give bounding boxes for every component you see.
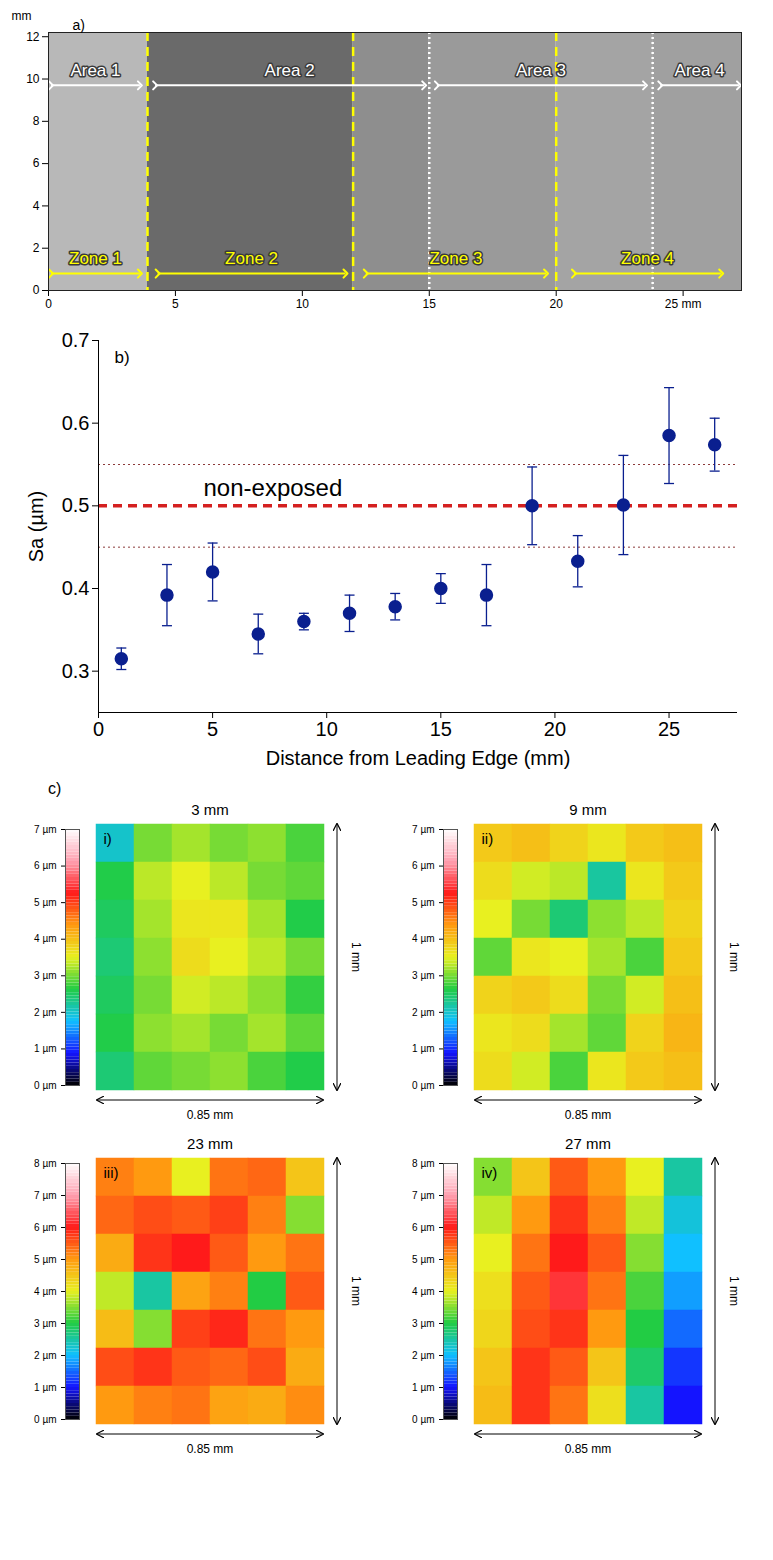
svg-text:6 µm: 6 µm: [412, 1222, 434, 1233]
svg-text:1 µm: 1 µm: [412, 1043, 434, 1054]
svg-text:non-exposed: non-exposed: [204, 474, 343, 501]
svg-text:0.4: 0.4: [62, 577, 90, 599]
svg-text:4 µm: 4 µm: [412, 933, 434, 944]
svg-text:0.85 mm: 0.85 mm: [187, 1442, 234, 1456]
svg-text:2 µm: 2 µm: [34, 1350, 56, 1361]
svg-text:1 µm: 1 µm: [412, 1382, 434, 1393]
svg-text:Area 1: Area 1: [70, 61, 120, 80]
svg-text:3 µm: 3 µm: [412, 970, 434, 981]
svg-text:a): a): [73, 17, 85, 33]
svg-text:0.3: 0.3: [62, 660, 90, 682]
svg-text:Zone 1: Zone 1: [69, 249, 122, 268]
svg-text:1 mm: 1 mm: [349, 942, 363, 972]
svg-text:5: 5: [172, 297, 179, 311]
svg-text:8 µm: 8 µm: [34, 1158, 56, 1169]
svg-text:4 µm: 4 µm: [34, 1286, 56, 1297]
svg-text:Area 2: Area 2: [265, 61, 315, 80]
svg-text:4: 4: [33, 199, 40, 213]
svg-text:3 µm: 3 µm: [34, 1318, 56, 1329]
html-text:c): c): [48, 780, 62, 797]
svg-text:Zone 4: Zone 4: [621, 249, 674, 268]
svg-text:2 µm: 2 µm: [412, 1350, 434, 1361]
svg-text:1 mm: 1 mm: [727, 1276, 741, 1306]
svg-text:0: 0: [45, 297, 52, 311]
svg-text:8 µm: 8 µm: [412, 1158, 434, 1169]
svg-text:3 µm: 3 µm: [34, 970, 56, 981]
svg-text:1 µm: 1 µm: [34, 1382, 56, 1393]
svg-text:15: 15: [430, 718, 452, 740]
svg-text:5 µm: 5 µm: [412, 1254, 434, 1265]
svg-text:15: 15: [423, 297, 437, 311]
svg-text:0.85 mm: 0.85 mm: [565, 1442, 612, 1456]
svg-text:0 µm: 0 µm: [34, 1414, 56, 1425]
svg-text:mm: mm: [12, 9, 32, 23]
svg-text:Sa (µm): Sa (µm): [25, 491, 47, 563]
svg-text:7 µm: 7 µm: [412, 1190, 434, 1201]
svg-text:iv): iv): [482, 1164, 498, 1181]
svg-text:7 µm: 7 µm: [34, 1190, 56, 1201]
svg-text:10: 10: [316, 718, 338, 740]
svg-text:4 µm: 4 µm: [34, 933, 56, 944]
svg-text:6 µm: 6 µm: [34, 860, 56, 871]
html-text:9 mm: 9 mm: [569, 801, 607, 818]
svg-text:Area 3: Area 3: [516, 61, 566, 80]
svg-text:ii): ii): [482, 830, 494, 847]
svg-text:2 µm: 2 µm: [412, 1007, 434, 1018]
svg-text:8: 8: [33, 114, 40, 128]
svg-text:5 µm: 5 µm: [34, 897, 56, 908]
svg-text:0: 0: [33, 283, 40, 297]
svg-text:12: 12: [26, 30, 40, 44]
svg-text:1 mm: 1 mm: [727, 942, 741, 972]
svg-text:0 µm: 0 µm: [412, 1414, 434, 1425]
svg-text:25 mm: 25 mm: [665, 297, 702, 311]
svg-text:10: 10: [26, 72, 40, 86]
svg-text:0 µm: 0 µm: [34, 1080, 56, 1091]
svg-text:2 µm: 2 µm: [34, 1007, 56, 1018]
svg-text:0 µm: 0 µm: [412, 1080, 434, 1091]
svg-text:7 µm: 7 µm: [34, 824, 56, 835]
svg-text:iii): iii): [104, 1164, 119, 1181]
svg-text:0: 0: [93, 718, 104, 740]
svg-text:0.5: 0.5: [62, 494, 90, 516]
svg-text:Distance from Leading Edge (mm: Distance from Leading Edge (mm): [266, 747, 571, 769]
html-text:3 mm: 3 mm: [191, 801, 229, 818]
svg-text:0.85 mm: 0.85 mm: [187, 1108, 234, 1122]
svg-text:Zone 3: Zone 3: [429, 249, 482, 268]
svg-text:10: 10: [296, 297, 310, 311]
svg-text:0.7: 0.7: [62, 329, 90, 351]
svg-text:20: 20: [544, 718, 566, 740]
svg-text:6: 6: [33, 156, 40, 170]
svg-text:5 µm: 5 µm: [34, 1254, 56, 1265]
svg-text:Zone 2: Zone 2: [225, 249, 278, 268]
svg-text:6 µm: 6 µm: [34, 1222, 56, 1233]
svg-text:1 mm: 1 mm: [349, 1276, 363, 1306]
svg-text:5 µm: 5 µm: [412, 897, 434, 908]
svg-text:1 µm: 1 µm: [34, 1043, 56, 1054]
svg-text:b): b): [115, 348, 130, 367]
svg-text:i): i): [104, 830, 112, 847]
svg-text:6 µm: 6 µm: [412, 860, 434, 871]
svg-text:0.6: 0.6: [62, 412, 90, 434]
svg-text:20: 20: [550, 297, 564, 311]
svg-text:7 µm: 7 µm: [412, 824, 434, 835]
html-text:23 mm: 23 mm: [187, 1135, 233, 1152]
svg-text:25: 25: [658, 718, 680, 740]
svg-text:3 µm: 3 µm: [412, 1318, 434, 1329]
svg-text:5: 5: [207, 718, 218, 740]
svg-text:0.85 mm: 0.85 mm: [565, 1108, 612, 1122]
svg-text:2: 2: [33, 241, 40, 255]
svg-text:Area 4: Area 4: [675, 61, 725, 80]
svg-text:4 µm: 4 µm: [412, 1286, 434, 1297]
html-text:27 mm: 27 mm: [565, 1135, 611, 1152]
